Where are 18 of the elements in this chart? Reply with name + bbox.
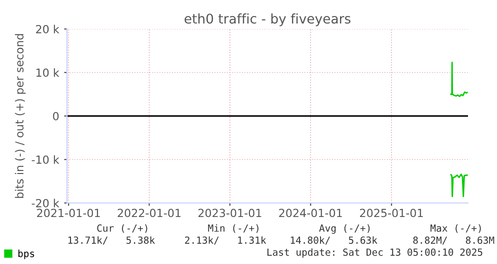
text: Cur (-/+) Min (-/+) Avg (-/+) Max (-/+) (97, 224, 481, 234)
y-tick-label: 10 k (36, 68, 60, 77)
text: Last update: Sat Dec 13 05:00:10 2025 (267, 248, 482, 258)
y-axis-title: bits in (-) / out (+) per second (14, 34, 26, 198)
x-tick-label: 2025-01-01 (360, 208, 423, 218)
legend-label: bps (18, 250, 34, 260)
x-tick-label: 2023-01-01 (198, 208, 262, 218)
line-series (450, 174, 468, 198)
y-tick-label: -20 k (32, 198, 60, 208)
x-tick-label: 2024-01-01 (279, 208, 342, 218)
x-tick-label: 2022-01-01 (118, 208, 180, 218)
y-tick-label: 20 k (36, 24, 60, 34)
y-tick-label: -10 k (32, 155, 60, 164)
y-tick-label: 0 (53, 112, 59, 120)
chart-title: eth0 traffic - by fiveyears (184, 13, 350, 26)
line-series (450, 62, 468, 98)
text: 13.71k/ 5.38k 2.13k/ 1.31k 14.80k/ 5.63k 8.82M/ 8.63M (68, 236, 494, 245)
x-tick-label: 2021-01-01 (37, 208, 100, 218)
